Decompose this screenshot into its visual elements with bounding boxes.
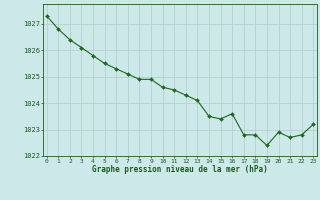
X-axis label: Graphe pression niveau de la mer (hPa): Graphe pression niveau de la mer (hPa) xyxy=(92,165,268,174)
